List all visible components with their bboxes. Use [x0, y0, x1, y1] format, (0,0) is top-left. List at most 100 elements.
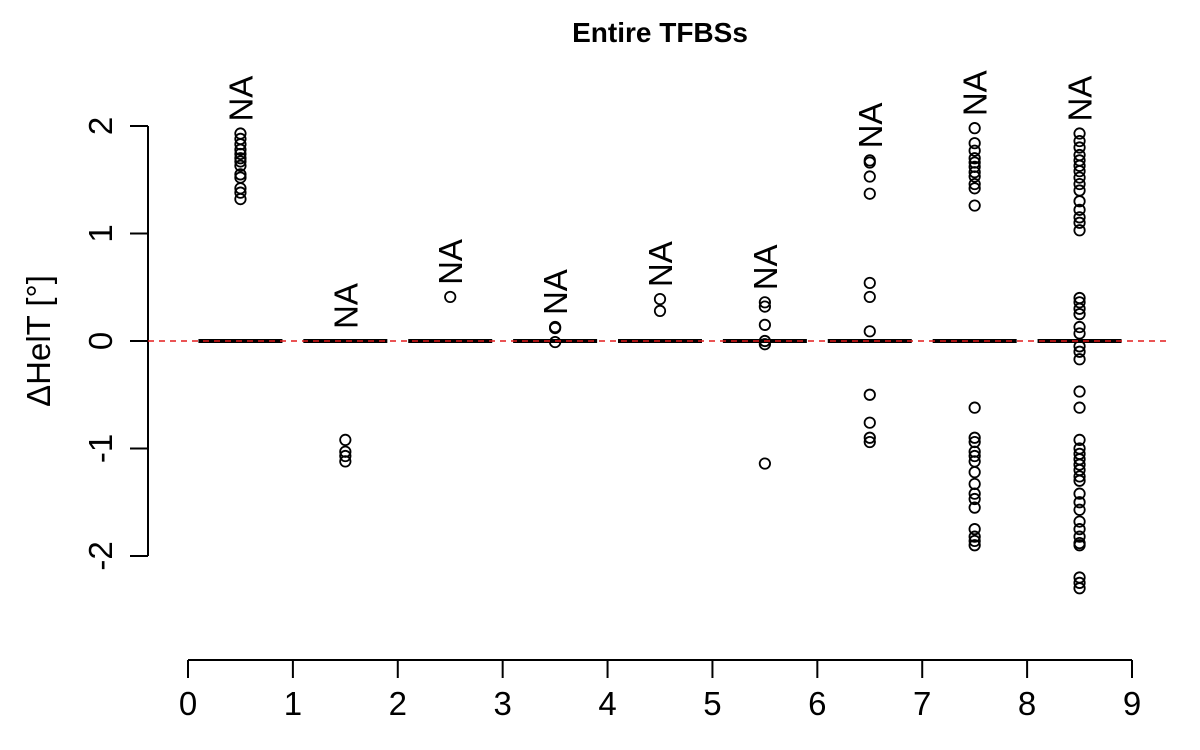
outlier-point — [1073, 177, 1086, 191]
na-annotation: NA — [432, 239, 469, 285]
outlier-point — [1073, 302, 1086, 315]
chart-title: Entire TFBSs — [572, 17, 748, 48]
outlier-point — [1073, 458, 1086, 471]
outlier-point — [1073, 159, 1086, 172]
outlier-point — [968, 492, 981, 506]
y-tick-label: -1 — [82, 434, 119, 463]
x-tick-label: 6 — [808, 685, 826, 722]
outlier-point — [1073, 195, 1086, 208]
outlier-point — [758, 318, 771, 331]
outlier-point — [1073, 296, 1086, 309]
outlier-point — [968, 199, 981, 212]
outlier-point — [968, 449, 981, 463]
outlier-point — [1073, 165, 1086, 178]
outlier-point — [968, 431, 981, 444]
outlier-point — [339, 449, 352, 463]
outlier-point — [968, 501, 981, 514]
outlier-point — [1073, 539, 1086, 552]
outlier-point — [863, 325, 876, 338]
outlier-point — [653, 304, 667, 317]
outlier-point — [1073, 496, 1086, 509]
outlier-point — [1073, 576, 1086, 589]
box-group: NA — [618, 241, 702, 343]
na-annotation: NA — [747, 244, 784, 290]
outlier-point — [444, 290, 457, 304]
outlier-point — [1073, 134, 1086, 148]
outlier-point — [1073, 503, 1086, 516]
y-tick-label: 0 — [82, 332, 119, 350]
outlier-point — [1073, 385, 1086, 398]
x-tick-label: 5 — [703, 685, 721, 722]
box-group: NA — [932, 70, 1017, 552]
outlier-point — [1073, 582, 1086, 595]
na-annotation: NA — [327, 283, 364, 329]
outlier-point — [1073, 515, 1086, 528]
outlier-point — [968, 534, 981, 548]
outlier-point — [1073, 308, 1086, 321]
outlier-point — [968, 401, 981, 414]
outlier-point — [968, 466, 981, 479]
outlier-point — [758, 300, 771, 313]
outlier-point — [1073, 523, 1086, 536]
outlier-point — [234, 155, 247, 168]
outlier-point — [234, 152, 247, 165]
outlier-point — [1073, 433, 1086, 446]
outlier-point — [1073, 487, 1086, 500]
outlier-point — [968, 170, 981, 183]
outlier-point — [1073, 211, 1086, 224]
x-tick-label: 7 — [913, 685, 931, 722]
box-group: NA — [198, 76, 283, 343]
outlier-point — [234, 168, 247, 181]
outlier-point — [1073, 171, 1086, 184]
outlier-point — [653, 292, 667, 306]
na-annotation: NA — [537, 269, 574, 315]
outlier-point — [863, 276, 876, 290]
outlier-point — [1073, 216, 1086, 229]
na-annotation: NA — [852, 103, 889, 149]
outlier-point — [863, 435, 876, 449]
outlier-point — [1073, 345, 1086, 358]
outlier-point — [1073, 474, 1086, 487]
outlier-point — [234, 147, 247, 161]
x-tick-label: 3 — [493, 685, 511, 722]
x-tick-label: 9 — [1123, 685, 1141, 722]
box-group: NA — [513, 269, 598, 349]
outlier-point — [968, 166, 981, 179]
outlier-point — [1073, 320, 1086, 334]
x-tick-label: 8 — [1018, 685, 1036, 722]
box-group: NA — [722, 244, 807, 470]
outlier-point — [234, 193, 247, 206]
outlier-point — [968, 152, 981, 165]
outlier-point — [1073, 184, 1086, 197]
x-tick-label: 2 — [389, 685, 407, 722]
outlier-point — [549, 321, 562, 335]
outlier-point — [1073, 340, 1086, 353]
outlier-point — [968, 177, 981, 191]
outlier-point — [339, 433, 352, 446]
outlier-point — [863, 416, 876, 429]
outlier-point — [968, 539, 981, 552]
box-group: NA — [1037, 76, 1122, 595]
box-groups: NA NA NA NA NA NA NA NA NA — [198, 70, 1122, 595]
outlier-point — [1073, 401, 1086, 414]
outlier-point — [1073, 203, 1086, 216]
x-tick-label: 4 — [598, 685, 616, 722]
outlier-point — [234, 143, 247, 156]
x-tick-label: 0 — [179, 685, 197, 722]
outlier-point — [968, 122, 981, 135]
outlier-point — [758, 334, 771, 348]
outlier-point — [863, 388, 876, 401]
outlier-point — [863, 290, 876, 304]
box-group: NA — [408, 239, 493, 343]
outlier-point — [968, 144, 981, 157]
outlier-point — [1073, 327, 1086, 340]
outlier-point — [1073, 127, 1086, 140]
outlier-point — [234, 159, 247, 172]
outlier-point — [968, 523, 981, 536]
y-tick-label: 1 — [82, 224, 119, 242]
outlier-point — [968, 487, 981, 500]
na-annotation: NA — [1062, 76, 1099, 122]
outlier-point — [968, 137, 981, 150]
outlier-point — [1073, 141, 1086, 154]
x-tick-label: 1 — [284, 685, 302, 722]
